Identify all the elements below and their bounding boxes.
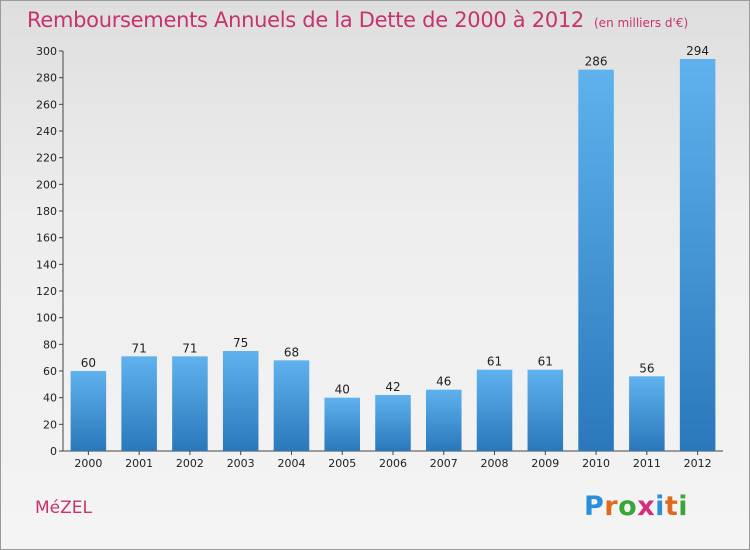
bar	[476, 369, 513, 451]
x-tick-label: 2009	[531, 457, 559, 470]
commune-name: MéZEL	[35, 498, 92, 518]
y-tick-label: 300	[36, 45, 57, 58]
y-tick-label: 40	[43, 392, 57, 405]
x-tick-label: 2011	[633, 457, 661, 470]
bar	[172, 356, 208, 451]
y-tick-label: 240	[36, 125, 57, 138]
chart-unit: (en milliers d'€)	[594, 16, 689, 30]
value-label: 286	[585, 55, 608, 69]
bar	[121, 356, 157, 451]
bars: 60 71 71 75 68 40 42 46 61 61 286 56 294	[70, 44, 716, 452]
bar	[527, 369, 564, 451]
value-label: 75	[233, 336, 248, 350]
chart-title: Remboursements Annuels de la Dette de 20…	[27, 8, 689, 32]
value-label: 60	[81, 356, 96, 370]
proxiti-logo: Proxiti	[584, 491, 688, 522]
x-tick-label: 2012	[684, 457, 712, 470]
logo-letter: t	[664, 491, 679, 522]
bar	[70, 371, 107, 451]
y-tick-label: 0	[50, 445, 57, 458]
x-tick-label: 2002	[176, 457, 204, 470]
value-label: 40	[335, 383, 350, 397]
y-tick-label: 80	[43, 338, 57, 351]
axes: 0 20 40 60 80 100 120 140 160 180 200 220 240 260 280 3…	[36, 45, 723, 470]
logo-letter: i	[655, 491, 665, 522]
bar	[679, 59, 716, 451]
value-label: 46	[436, 375, 451, 389]
x-tick-label: 2003	[227, 457, 255, 470]
y-tick-label: 280	[36, 72, 57, 85]
y-tick-label: 220	[36, 152, 57, 165]
bar	[426, 389, 462, 451]
logo-letter: r	[604, 491, 619, 522]
y-tick-label: 140	[36, 258, 57, 271]
y-tick-label: 160	[36, 232, 57, 245]
x-tick-label: 2005	[328, 457, 356, 470]
value-label: 42	[385, 380, 400, 394]
x-tick-label: 2007	[430, 457, 458, 470]
bar	[629, 376, 665, 451]
value-label: 71	[132, 341, 147, 355]
bar	[375, 395, 411, 451]
logo-letter: o	[618, 491, 638, 522]
value-label: 68	[284, 345, 299, 359]
value-label: 294	[686, 44, 709, 58]
y-tick-label: 100	[36, 312, 57, 325]
logo-letter: P	[584, 491, 605, 522]
bar	[273, 360, 310, 451]
value-label: 61	[487, 355, 502, 369]
x-tick-label: 2006	[379, 457, 407, 470]
x-tick-label: 2001	[125, 457, 153, 470]
x-tick-label: 2008	[481, 457, 509, 470]
x-tick-label: 2004	[277, 457, 305, 470]
x-tick-label: 2010	[582, 457, 610, 470]
bar	[324, 397, 360, 451]
value-label: 71	[182, 341, 197, 355]
logo-letter: i	[678, 491, 689, 522]
value-label: 56	[639, 361, 654, 375]
x-tick-label: 2000	[74, 457, 102, 470]
logo-letter: x	[637, 491, 656, 522]
y-tick-label: 260	[36, 98, 57, 111]
bar	[222, 351, 259, 451]
bar	[578, 69, 614, 452]
y-tick-label: 120	[36, 285, 57, 298]
y-tick-label: 180	[36, 205, 57, 218]
y-tick-label: 60	[43, 365, 57, 378]
y-tick-label: 20	[43, 418, 57, 431]
y-tick-label: 200	[36, 178, 57, 191]
value-label: 61	[538, 355, 553, 369]
